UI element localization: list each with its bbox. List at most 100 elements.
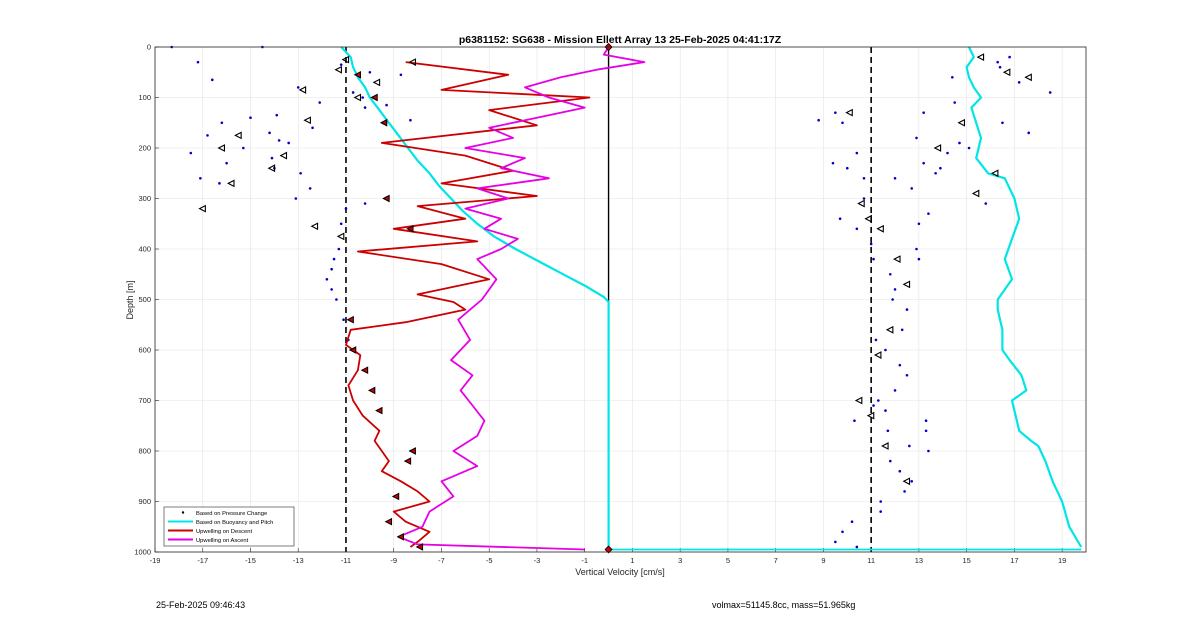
legend: Based on Pressure Change Based on Buoyan… [163, 506, 295, 547]
axes-box [154, 46, 1087, 553]
data-point [318, 101, 322, 104]
scatter-series-pressure [170, 45, 1052, 549]
x-tick-label: -1 [581, 556, 588, 565]
data-point [996, 60, 999, 64]
ascent-marker [353, 93, 362, 102]
endpoint-marker [604, 545, 613, 554]
data-point [922, 161, 925, 165]
x-tick-label: 17 [1010, 556, 1018, 565]
series-line-descent [345, 61, 591, 548]
ascent-marker [217, 144, 225, 152]
ascent-marker [372, 78, 381, 87]
ascent-marker [198, 204, 206, 213]
legend-label: Upwelling on Ascent [196, 538, 249, 544]
data-point [946, 151, 949, 155]
chart-title: p6381152: SG638 - Mission Ellett Array 1… [459, 34, 782, 46]
x-tick-label: 3 [678, 556, 682, 565]
data-point [922, 111, 925, 114]
data-point [874, 338, 878, 342]
data-point [855, 545, 859, 549]
y-tick-labels: 0 100 200 300 400 500 600 700 800 900 1000 [134, 43, 151, 557]
data-point [361, 96, 364, 99]
data-point [330, 267, 333, 271]
descent-marker [391, 492, 400, 501]
data-point [917, 257, 921, 261]
x-tick-label: -17 [197, 556, 208, 565]
ascent-marker [310, 222, 319, 231]
descent-marker [406, 224, 414, 233]
data-point [898, 363, 902, 367]
data-point [888, 459, 892, 463]
data-point [196, 60, 200, 64]
y-axis-label: Depth [m] [125, 280, 135, 319]
data-point [872, 257, 875, 261]
data-point [268, 131, 271, 135]
data-point [879, 510, 883, 513]
legend-label: Upwelling on Descent [196, 529, 252, 535]
y-tick-label: 800 [138, 447, 151, 456]
marker-layer [198, 42, 1032, 554]
data-point [862, 197, 866, 200]
data-point [884, 348, 887, 352]
ascent-marker [866, 411, 875, 420]
y-tick-label: 900 [138, 497, 151, 506]
x-tick-label: -9 [390, 556, 397, 565]
ascent-marker [334, 65, 342, 74]
data-point [872, 404, 875, 407]
data-point [951, 76, 954, 79]
ascent-marker [226, 179, 235, 188]
ascent-marker [893, 255, 901, 264]
data-point [924, 419, 928, 423]
data-point [339, 222, 343, 226]
data-point [893, 389, 897, 392]
data-point [325, 278, 329, 281]
ascent-marker [876, 224, 884, 233]
legend-label: Based on Pressure Change [196, 511, 267, 517]
x-tick-label: -19 [150, 556, 161, 565]
series-line-buoyancy-descent [340, 46, 610, 550]
data-point [850, 520, 854, 523]
data-point [939, 166, 942, 170]
ascent-marker [408, 58, 416, 67]
x-tick-label: -11 [341, 556, 351, 565]
x-tick-label: -13 [293, 556, 304, 565]
data-point [905, 308, 909, 311]
data-point [363, 202, 367, 205]
data-point [841, 121, 844, 125]
data-point [242, 146, 245, 150]
ascent-marker [864, 214, 872, 223]
y-tick-label: 500 [138, 295, 151, 304]
y-tick-label: 100 [138, 93, 151, 102]
data-point [903, 490, 906, 493]
data-point [927, 212, 930, 215]
data-point [225, 161, 228, 165]
data-point [855, 227, 859, 231]
y-tick-label: 700 [138, 396, 151, 405]
x-axis-label: Vertical Velocity [cm/s] [575, 567, 665, 577]
descent-marker [353, 70, 362, 79]
data-point [915, 247, 918, 251]
descent-marker [367, 386, 376, 395]
data-point [927, 449, 930, 453]
ascent-marker [902, 477, 911, 486]
ascent-marker [971, 189, 980, 198]
ascent-marker [885, 325, 894, 334]
x-tick-label: -7 [438, 556, 445, 565]
data-point [1008, 55, 1011, 59]
data-point [967, 146, 971, 150]
footer-timestamp: 25-Feb-2025 09:46:43 [156, 600, 246, 610]
descent-marker [415, 543, 424, 551]
data-point [917, 222, 921, 226]
data-point [1027, 131, 1031, 135]
ascent-marker [933, 144, 942, 152]
ascent-marker [857, 199, 865, 208]
data-point [898, 469, 902, 473]
data-point [399, 73, 403, 77]
data-point [249, 116, 252, 119]
ascent-marker [881, 442, 889, 450]
x-tick-label: 13 [915, 556, 923, 565]
data-point [841, 530, 844, 534]
series-layer [170, 45, 1083, 551]
data-point [206, 134, 209, 137]
